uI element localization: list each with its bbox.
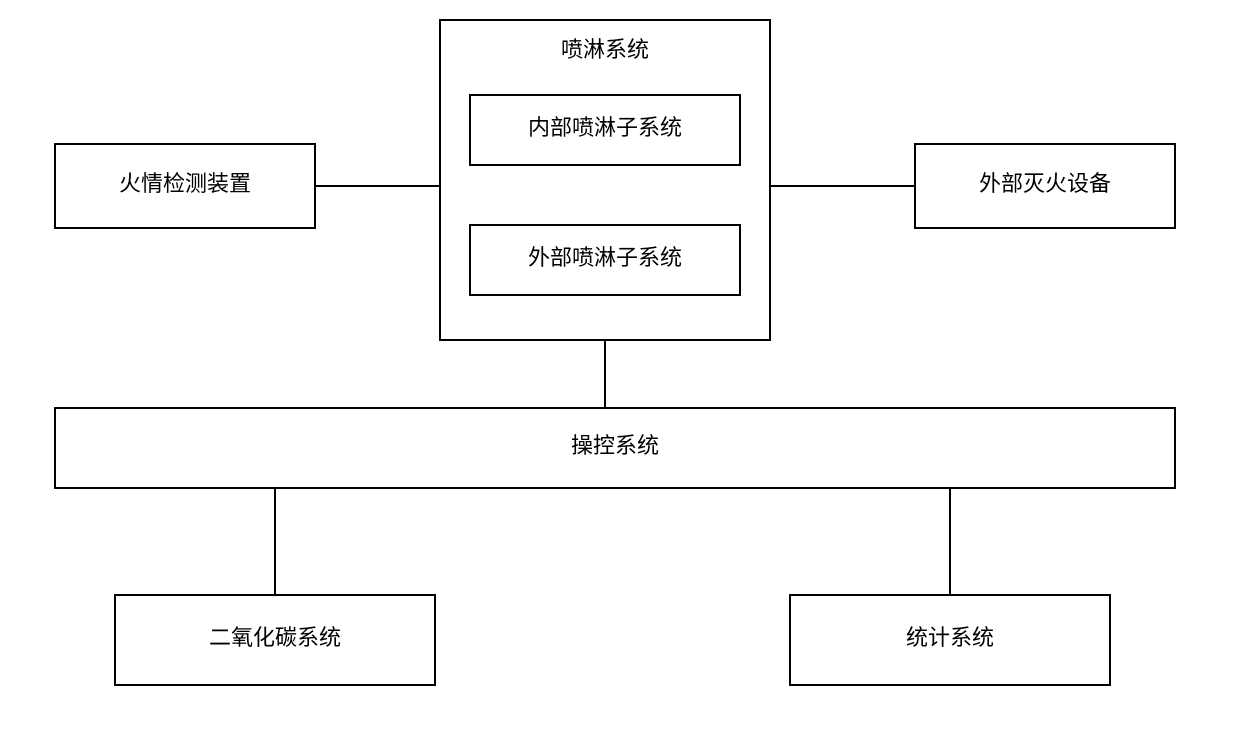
node-external-sprinkler: 外部喷淋子系统 (470, 225, 740, 295)
node-sprinkler-system-title: 喷淋系统 (561, 37, 649, 62)
node-fire-detection-label: 火情检测装置 (119, 171, 251, 196)
node-stats-system: 统计系统 (790, 595, 1110, 685)
node-internal-sprinkler: 内部喷淋子系统 (470, 95, 740, 165)
node-control-system: 操控系统 (55, 408, 1175, 488)
node-control-system-label: 操控系统 (571, 433, 659, 458)
node-co2-system-label: 二氧化碳系统 (209, 625, 341, 650)
node-external-equipment-label: 外部灭火设备 (979, 171, 1111, 196)
node-internal-sprinkler-label: 内部喷淋子系统 (528, 115, 682, 140)
node-sprinkler-system: 喷淋系统 内部喷淋子系统 外部喷淋子系统 (440, 20, 770, 340)
node-external-equipment: 外部灭火设备 (915, 144, 1175, 228)
node-co2-system: 二氧化碳系统 (115, 595, 435, 685)
node-fire-detection: 火情检测装置 (55, 144, 315, 228)
node-stats-system-label: 统计系统 (906, 625, 994, 650)
node-external-sprinkler-label: 外部喷淋子系统 (528, 245, 682, 270)
